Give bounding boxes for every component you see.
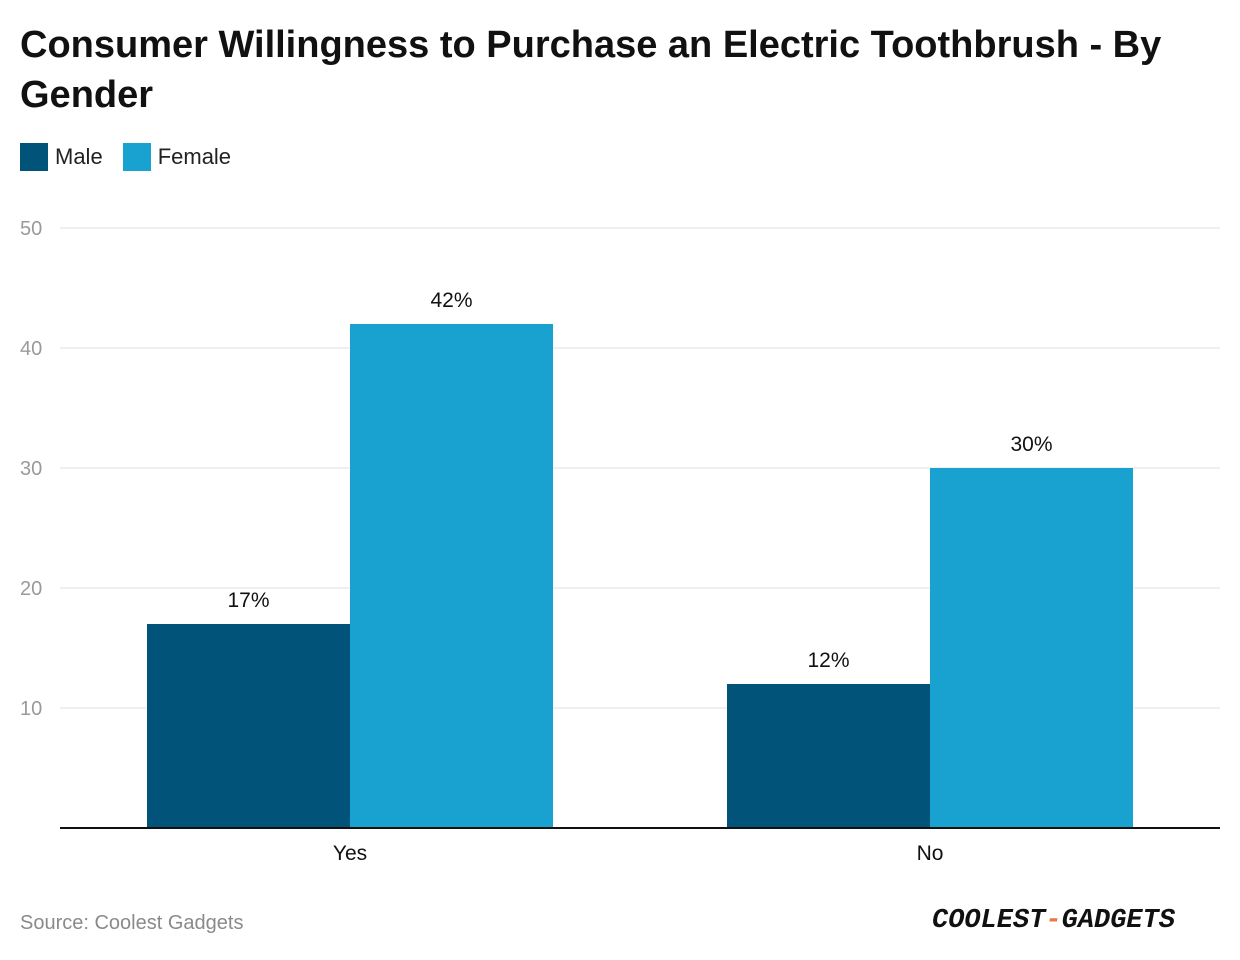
legend-swatch-female xyxy=(122,143,151,171)
data-label: 30% xyxy=(1010,433,1052,456)
bar-female-yes xyxy=(350,324,553,828)
bar-male-yes xyxy=(147,624,350,828)
legend: Male Female xyxy=(20,143,251,171)
bar-female-no xyxy=(930,468,1133,828)
data-label: 42% xyxy=(430,289,472,312)
legend-item-male: Male xyxy=(20,143,103,171)
legend-swatch-male xyxy=(20,143,48,171)
data-label: 12% xyxy=(807,649,849,672)
logo-text-coolest: COOLEST xyxy=(932,906,1046,936)
legend-label-female: Female xyxy=(157,144,232,169)
chart-title: Consumer Willingness to Purchase an Elec… xyxy=(20,24,1162,116)
y-tick-label: 20 xyxy=(20,578,42,600)
data-label: 17% xyxy=(227,589,269,612)
y-tick-label: 30 xyxy=(20,458,42,480)
legend-label-male: Male xyxy=(55,144,103,169)
x-tick-label: No xyxy=(917,842,944,865)
y-tick-label: 40 xyxy=(20,338,42,360)
x-tick-label: Yes xyxy=(333,842,367,865)
coolest-gadgets-logo: COOLEST-GADGETS xyxy=(932,906,1175,936)
logo-dash: - xyxy=(1045,906,1062,936)
logo-text-gadgets: GADGETS xyxy=(1061,906,1176,936)
y-tick-label: 10 xyxy=(20,698,42,720)
y-tick-label: 50 xyxy=(20,218,42,240)
bar-chart: 10 20 30 40 50 17% 42% Yes 12% 30% No xyxy=(20,218,1220,865)
legend-item-female: Female xyxy=(122,143,232,171)
bar-male-no xyxy=(727,684,930,828)
source-note: Source: Coolest Gadgets xyxy=(20,912,244,934)
